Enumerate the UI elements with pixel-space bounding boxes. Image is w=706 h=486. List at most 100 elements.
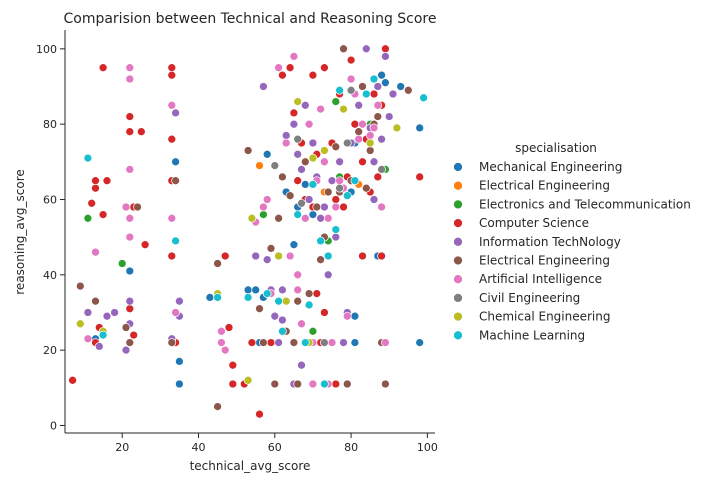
data-point [297,198,306,208]
y-tick-label: 20 [43,344,57,357]
data-point [377,165,386,174]
data-point [171,108,180,118]
data-point [285,251,295,261]
data-point [289,240,299,250]
data-point [266,338,276,347]
data-point [167,70,177,80]
data-point [220,345,230,355]
data-point [381,52,390,61]
data-point [323,213,333,223]
data-point [331,97,341,106]
data-point [213,402,222,411]
data-point [274,213,283,223]
data-point [281,296,291,306]
plot-area: 20 40 60 80 100 0 20 40 60 80 100 [36,30,438,454]
data-point [350,311,360,321]
data-point [388,89,398,99]
legend-item: Civil Engineering [453,291,580,305]
data-point [262,255,272,265]
data-points [68,44,428,419]
data-point [94,342,104,351]
data-point [342,191,352,201]
data-point [117,259,127,268]
data-point [327,338,337,347]
data-point [140,240,150,250]
data-point [316,104,325,114]
data-point [91,183,100,193]
data-point [381,44,390,54]
data-point [270,161,280,170]
legend-item: Computer Science [453,216,589,230]
data-point [365,138,375,148]
data-point [224,323,234,332]
data-point [243,285,253,295]
data-point [415,172,425,182]
data-point [281,138,291,148]
data-point [335,85,344,95]
data-point [87,198,97,208]
data-point [308,153,318,163]
data-point [167,338,177,347]
data-point [274,338,283,347]
data-point [346,74,356,84]
legend-marker [453,311,463,322]
data-point [304,119,314,129]
data-point [98,63,108,73]
data-point [217,338,226,347]
data-point [98,210,108,219]
legend-items: Mechanical Engineering Electrical Enginee… [453,160,691,342]
data-point [316,255,325,265]
data-point [342,379,352,389]
y-tick-label: 60 [43,193,57,206]
data-point [125,63,135,73]
data-point [381,379,390,389]
legend-label: Artificial Intelligence [479,272,602,286]
data-point [133,202,142,212]
data-point [361,44,371,54]
x-tick-label: 20 [115,441,129,454]
data-point [377,70,386,80]
data-point [327,176,337,186]
data-point [281,131,291,140]
data-point [396,82,406,91]
data-point [68,375,77,385]
data-point [358,119,367,129]
legend-marker [453,330,463,341]
data-point [293,149,303,159]
data-point [278,315,287,325]
data-point [125,338,135,347]
data-point [293,134,303,144]
data-point [304,289,314,298]
data-point [350,119,360,129]
data-point [247,338,257,347]
data-point [316,236,325,246]
legend-label: Machine Learning [479,328,585,342]
data-point [316,213,325,223]
legend-marker [453,218,463,228]
chart-title: Comparision between Technical and Reason… [63,11,436,27]
data-point [308,210,318,219]
data-point [415,338,425,347]
data-point [167,63,177,73]
data-point [354,134,364,144]
data-point [270,379,280,389]
data-point [289,338,299,347]
data-point [373,100,383,110]
data-point [274,63,283,73]
data-point [255,304,264,314]
data-point [354,127,364,137]
data-point [323,251,333,261]
data-point [285,191,295,201]
legend-label: Chemical Engineering [479,310,611,324]
data-point [259,210,268,219]
data-point [278,70,287,80]
data-point [83,308,93,317]
data-point [121,345,131,355]
data-point [255,409,264,419]
data-point [377,202,386,212]
data-point [251,251,261,261]
data-point [331,232,341,242]
data-point [308,70,318,80]
data-point [121,323,131,332]
data-point [381,78,390,88]
